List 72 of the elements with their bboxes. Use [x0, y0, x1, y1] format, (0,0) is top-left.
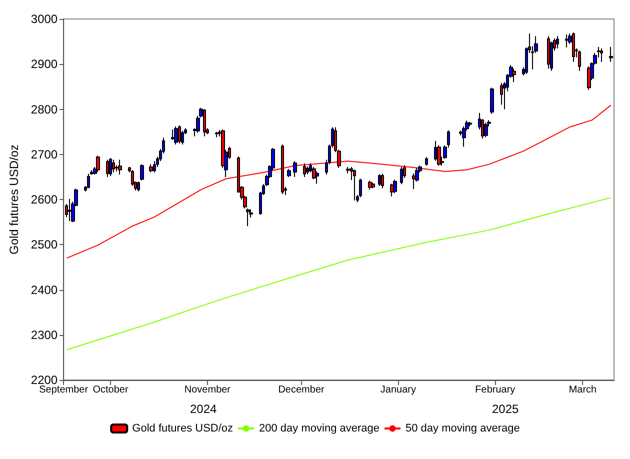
candlestick	[112, 159, 115, 173]
candlestick	[178, 124, 181, 144]
candlestick	[359, 178, 362, 198]
candlestick	[578, 50, 581, 72]
candlestick	[484, 122, 488, 138]
candlestick	[215, 131, 219, 138]
candlestick	[140, 164, 144, 182]
y-tick-label: 3000	[30, 12, 58, 26]
y-tick-label: 2600	[30, 192, 58, 206]
y-tick-label: 2200	[30, 373, 58, 387]
candlestick	[353, 169, 356, 201]
candlestick	[393, 179, 397, 194]
line-series	[66, 104, 612, 259]
candlestick	[149, 164, 153, 173]
candlestick	[500, 82, 503, 106]
candlestick	[572, 32, 575, 62]
y-tick-label: 2300	[30, 328, 58, 342]
candlestick	[312, 166, 316, 180]
candlestick	[68, 198, 72, 222]
legend-label: 200 day moving average	[259, 422, 380, 434]
candlestick	[425, 156, 428, 166]
x-tick-label: November	[184, 384, 232, 396]
candlestick	[306, 166, 309, 175]
candlestick	[600, 48, 603, 62]
legend-label: Gold futures USD/oz	[132, 422, 234, 434]
candlestick	[106, 159, 109, 178]
candlestick	[118, 159, 122, 176]
candlestick	[96, 155, 100, 172]
y-tick-label: 2700	[30, 147, 58, 162]
candlestick	[174, 126, 178, 145]
candlestick	[490, 87, 494, 114]
candlestick	[287, 168, 291, 178]
candlestick	[293, 160, 297, 178]
legend-label: 50 day moving average	[405, 422, 520, 434]
candlestick	[109, 157, 112, 177]
candlestick	[246, 208, 250, 227]
candlestick	[468, 121, 472, 127]
y-tick-label: 2800	[30, 102, 58, 116]
x-tick-label: December	[278, 384, 325, 396]
y-tick-label: 2400	[30, 282, 58, 297]
candlestick	[565, 34, 569, 48]
text: 2024	[190, 402, 218, 416]
candlestick	[368, 180, 372, 190]
candlestick	[556, 36, 559, 49]
x-tick-label: September	[39, 384, 89, 396]
candlestick	[371, 182, 375, 189]
x-tick-label: January	[380, 384, 416, 396]
candlestick	[400, 166, 403, 185]
candlestick	[512, 68, 516, 83]
line-series	[66, 197, 612, 350]
candlestick	[203, 108, 206, 137]
x-tick-label: March	[568, 384, 597, 396]
candlestick	[437, 144, 441, 166]
y-tick-label: 2500	[30, 238, 58, 252]
candlestick	[434, 140, 437, 162]
candlestick	[303, 162, 306, 178]
candlestick	[171, 129, 175, 140]
candlestick	[87, 173, 90, 189]
candlestick	[153, 160, 156, 173]
text: 2025	[492, 402, 520, 416]
candlestick	[315, 171, 319, 184]
candlestick	[547, 36, 550, 70]
y-axis-title: Gold futures USD/oz	[7, 144, 21, 255]
candlestick	[609, 46, 613, 62]
x-tick-label: October	[92, 384, 129, 396]
candlestick	[281, 144, 284, 195]
candlestick	[381, 173, 384, 189]
candlestick	[131, 170, 134, 186]
x-tick-label: February	[475, 384, 516, 396]
candlestick	[378, 174, 381, 186]
y-tick-label: 2900	[30, 57, 58, 72]
candlestick	[137, 180, 140, 192]
